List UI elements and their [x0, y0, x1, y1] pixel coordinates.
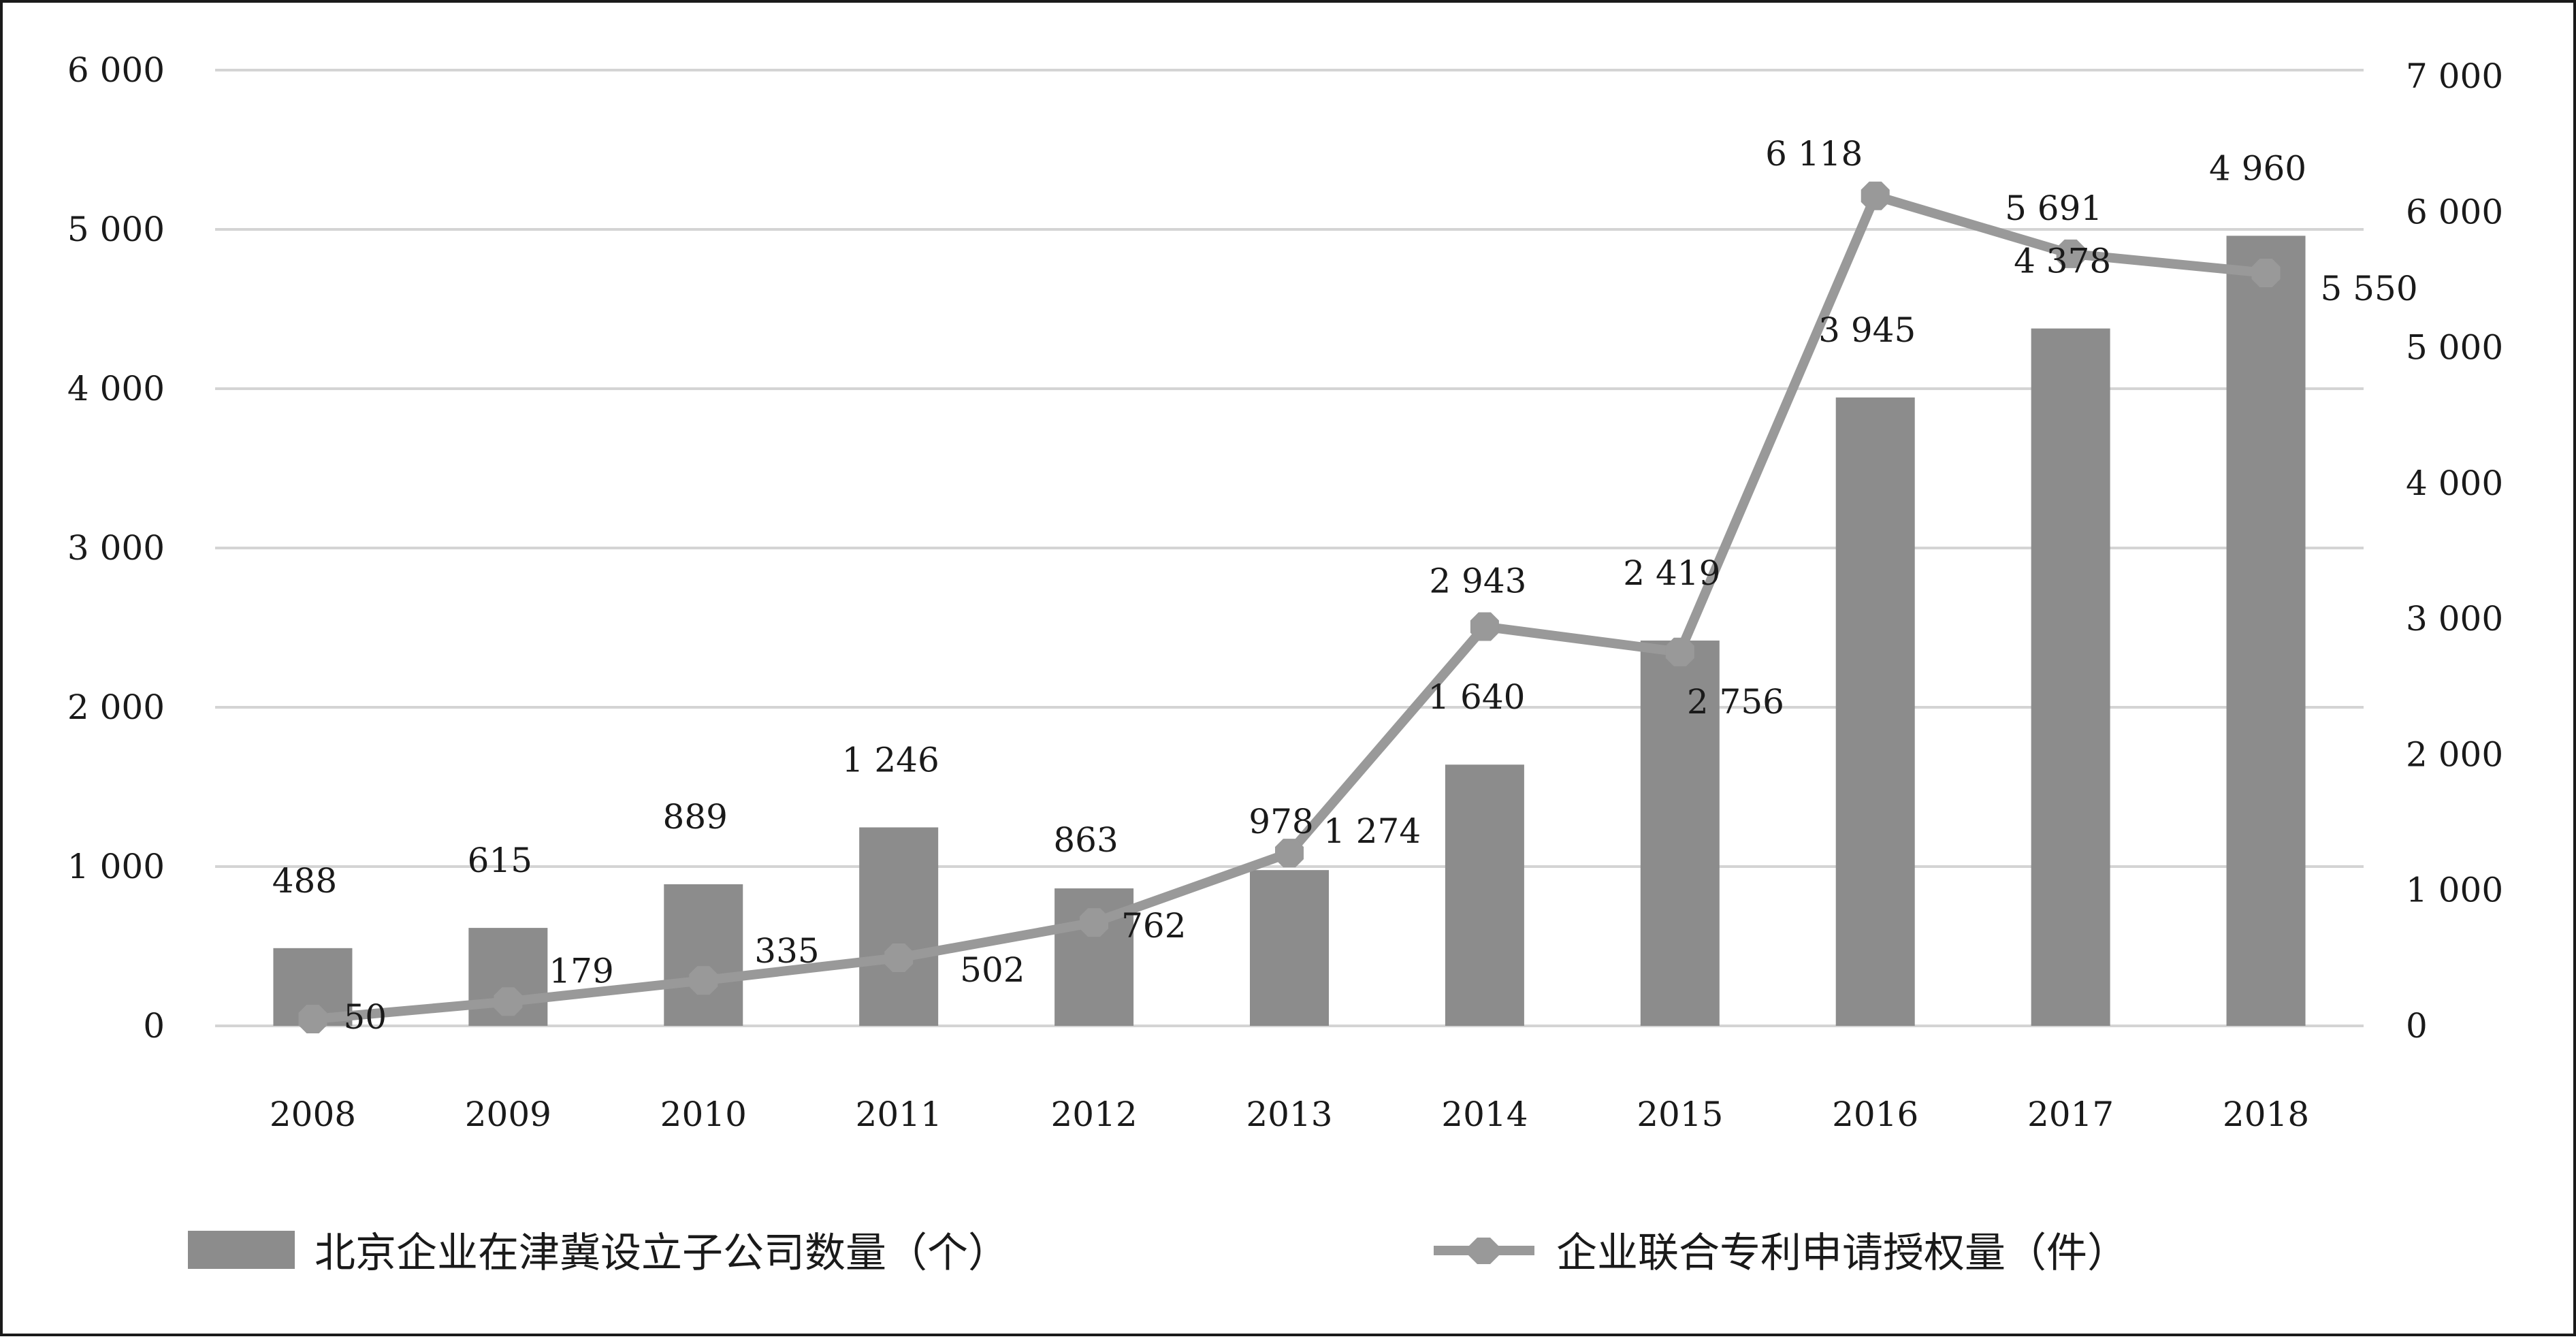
line-marker	[2056, 239, 2085, 268]
bar-data-label: 4 378	[2014, 242, 2111, 281]
right-tick-label: 4 000	[2406, 464, 2503, 503]
left-tick-label: 6 000	[67, 50, 165, 90]
legend-bar-swatch	[188, 1231, 295, 1269]
line-marker	[1861, 181, 1890, 210]
left-axis-ticks: 0 1 000 2 000 3 000 4 000 5 000 6 000	[67, 50, 165, 1046]
bar-data-label: 978	[1249, 802, 1313, 841]
x-tick-label: 2017	[2027, 1095, 2114, 1134]
line-marker	[298, 1005, 327, 1034]
bar-data-label: 488	[272, 861, 337, 901]
line-data-label: 335	[754, 931, 819, 971]
x-tick-label: 2018	[2223, 1095, 2309, 1134]
bar-data-label: 3 945	[1818, 310, 1916, 350]
bar	[1640, 640, 1720, 1026]
legend-line-label: 企业联合专利申请授权量（件）	[1556, 1229, 2128, 1277]
right-tick-label: 1 000	[2406, 871, 2503, 910]
line-data-label: 762	[1121, 906, 1186, 946]
line-marker	[2251, 258, 2281, 287]
left-tick-label: 5 000	[67, 210, 165, 249]
line-marker	[1080, 908, 1109, 937]
x-tick-label: 2011	[856, 1095, 942, 1134]
line-marker	[884, 943, 914, 972]
bar	[859, 827, 939, 1026]
x-tick-label: 2013	[1246, 1095, 1332, 1134]
line-data-label: 2 756	[1687, 682, 1784, 722]
x-tick-label: 2014	[1441, 1095, 1528, 1134]
line-data-label: 5 550	[2321, 269, 2418, 308]
bar-data-label: 1 640	[1428, 677, 1525, 717]
bar-data-label: 4 960	[2209, 148, 2306, 188]
line-data-label: 179	[549, 951, 613, 990]
bar-series	[273, 236, 2306, 1027]
bar	[2226, 236, 2306, 1026]
bar-data-label: 615	[468, 841, 532, 880]
right-tick-label: 3 000	[2406, 599, 2503, 639]
bar	[1250, 870, 1329, 1026]
line-data-label: 1 274	[1323, 811, 1421, 851]
line-marker	[689, 966, 718, 995]
line-data-label: 502	[960, 950, 1025, 990]
x-tick-label: 2016	[1832, 1095, 1918, 1134]
bar	[1445, 764, 1524, 1026]
x-tick-label: 2009	[465, 1095, 551, 1134]
x-tick-label: 2008	[270, 1095, 356, 1134]
legend: 北京企业在津冀设立子公司数量（个） 企业联合专利申请授权量（件）	[188, 1229, 2128, 1277]
line-marker	[1470, 612, 1499, 641]
right-tick-label: 6 000	[2406, 192, 2503, 231]
combo-chart: 0 1 000 2 000 3 000 4 000 5 000 6 000 0 1 000 2 …	[67, 50, 2503, 1277]
right-tick-label: 5 000	[2406, 328, 2503, 368]
line-data-label: 2 943	[1429, 562, 1526, 601]
left-tick-label: 1 000	[67, 847, 165, 886]
left-tick-label: 2 000	[67, 688, 165, 727]
left-tick-label: 4 000	[67, 369, 165, 408]
legend-bar-label: 北京企业在津冀设立子公司数量（个）	[315, 1229, 1009, 1277]
line-marker	[1275, 839, 1304, 868]
legend-line-marker	[1468, 1238, 1499, 1264]
bar-data-label: 1 246	[842, 740, 939, 779]
bar	[664, 884, 743, 1026]
line-data-label: 6 118	[1765, 134, 1863, 174]
bar	[2031, 328, 2110, 1027]
right-axis-ticks: 0 1 000 2 000 3 000 4 000 5 000 6 000 7 000	[2406, 57, 2503, 1046]
line-data-label: 5 691	[2005, 189, 2102, 228]
bar-data-label: 889	[663, 797, 728, 837]
x-tick-label: 2010	[660, 1095, 747, 1134]
line-data-label: 50	[343, 997, 387, 1037]
line-marker	[1665, 637, 1694, 666]
line-series	[298, 181, 2281, 1034]
left-tick-label: 3 000	[67, 528, 165, 568]
bar	[1835, 397, 1915, 1026]
x-tick-label: 2012	[1050, 1095, 1137, 1134]
data-labels: 488 615 889 1 246 863 978 1 640 2 419 3 945 4 378…	[272, 134, 2418, 1037]
bar-data-label: 2 419	[1623, 553, 1720, 593]
right-tick-label: 7 000	[2406, 57, 2503, 96]
gridlines	[215, 69, 2364, 1027]
bar-data-label: 863	[1053, 820, 1118, 860]
right-tick-label: 0	[2406, 1006, 2428, 1046]
line-marker	[494, 987, 523, 1016]
x-tick-label: 2015	[1637, 1095, 1723, 1134]
x-axis-ticks: 2008 2009 2010 2011 2012 2013 2014 2015 2016 2017…	[270, 1095, 2309, 1134]
left-tick-label: 0	[143, 1006, 165, 1046]
right-tick-label: 2 000	[2406, 735, 2503, 774]
